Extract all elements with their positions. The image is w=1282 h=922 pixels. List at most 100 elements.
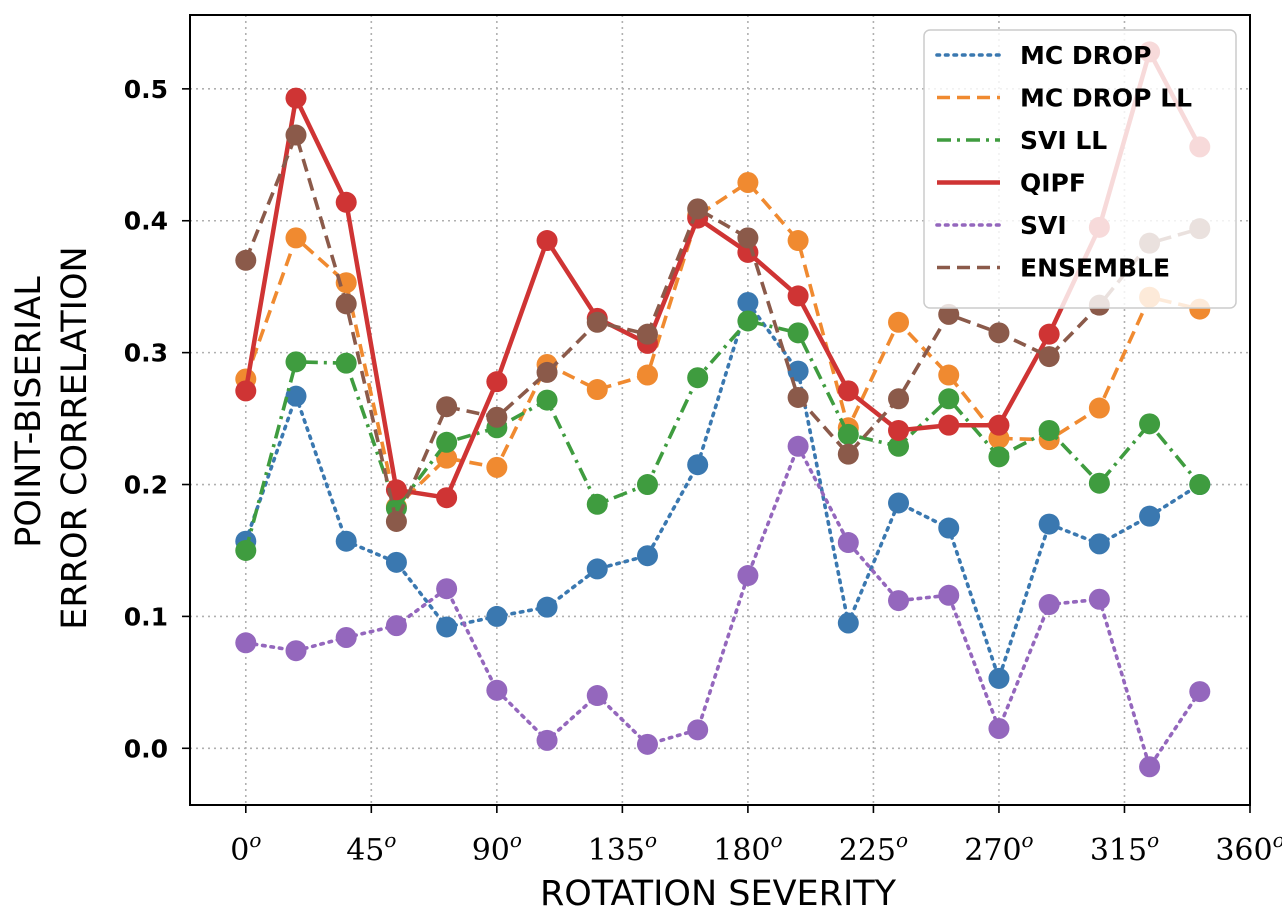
data-point (1038, 594, 1060, 616)
data-point (787, 435, 809, 457)
data-point (586, 493, 608, 515)
legend-box (923, 29, 1237, 309)
data-point (536, 596, 558, 618)
data-point (687, 454, 709, 476)
data-point (687, 198, 709, 220)
y-tick-label: 0.1 (124, 602, 168, 631)
data-point (1088, 533, 1110, 555)
legend-label: SVI (1020, 211, 1067, 240)
data-point (1038, 346, 1060, 368)
data-point (335, 530, 357, 552)
x-tick-label: 225o (839, 828, 908, 868)
data-point (787, 386, 809, 408)
y-tick-label: 0.4 (124, 207, 168, 236)
data-point (235, 539, 257, 561)
data-point (888, 435, 910, 457)
data-point (536, 729, 558, 751)
data-point (636, 474, 658, 496)
y-axis-label-line-2: ERROR CORRELATION (55, 246, 95, 629)
data-point (285, 351, 307, 373)
data-point (1038, 419, 1060, 441)
y-tick-label: 0.2 (124, 471, 168, 500)
data-point (888, 419, 910, 441)
legend-label: MC DROP (1020, 41, 1152, 70)
data-point (636, 733, 658, 755)
data-point (285, 227, 307, 249)
data-point (1139, 413, 1161, 435)
data-point (1189, 681, 1211, 703)
data-point (436, 447, 458, 469)
data-point (988, 414, 1010, 436)
series-ensemble (235, 124, 1211, 532)
legend-label: ENSEMBLE (1020, 254, 1170, 283)
y-axis-label-line-1: POINT-BISERIAL (9, 276, 49, 548)
data-point (737, 171, 759, 193)
data-point (486, 371, 508, 393)
data-point (436, 396, 458, 418)
data-point (1139, 505, 1161, 527)
data-point (586, 311, 608, 333)
data-point (988, 667, 1010, 689)
degree-superscript: o (1273, 828, 1282, 852)
data-point (335, 352, 357, 374)
data-point (837, 380, 859, 402)
degree-superscript: o (645, 828, 657, 852)
data-point (335, 293, 357, 315)
data-point (737, 310, 759, 332)
data-point (436, 616, 458, 638)
data-point (335, 627, 357, 649)
data-point (737, 227, 759, 249)
data-point (888, 492, 910, 514)
data-point (1139, 756, 1161, 778)
data-point (436, 487, 458, 509)
data-point (536, 389, 558, 411)
data-point (436, 431, 458, 453)
data-point (1088, 472, 1110, 494)
data-point (235, 249, 257, 271)
series-mc-drop (235, 292, 1211, 689)
degree-superscript: o (1022, 828, 1034, 852)
x-tick-label: 135o (588, 828, 657, 868)
data-point (938, 414, 960, 436)
legend-label: SVI LL (1020, 126, 1107, 155)
data-point (837, 612, 859, 634)
data-point (536, 361, 558, 383)
data-point (586, 685, 608, 707)
degree-superscript: o (384, 828, 396, 852)
series-line (244, 300, 1202, 681)
data-point (486, 406, 508, 428)
data-point (737, 565, 759, 587)
data-point (285, 87, 307, 109)
plot-frame (189, 14, 1251, 806)
x-tick-label: 45o (346, 828, 396, 868)
data-point (586, 558, 608, 580)
series-svi (235, 435, 1211, 778)
series-group (235, 41, 1211, 778)
data-point (636, 545, 658, 567)
data-point (988, 718, 1010, 740)
data-point (636, 364, 658, 386)
degree-superscript: o (510, 828, 522, 852)
y-tick-label: 0.5 (124, 75, 168, 104)
data-point (938, 388, 960, 410)
data-point (636, 323, 658, 345)
data-point (687, 719, 709, 741)
data-point (1088, 397, 1110, 419)
data-point (285, 124, 307, 146)
data-point (737, 292, 759, 314)
data-point (737, 241, 759, 263)
data-point (486, 456, 508, 478)
data-point (1038, 323, 1060, 345)
degree-superscript: o (771, 828, 783, 852)
data-point (235, 632, 257, 654)
data-point (787, 322, 809, 344)
data-point (787, 360, 809, 382)
data-point (938, 364, 960, 386)
data-point (1038, 513, 1060, 535)
degree-superscript: o (249, 828, 261, 852)
data-point (787, 230, 809, 252)
data-point (938, 517, 960, 539)
data-point (235, 380, 257, 402)
data-point (586, 379, 608, 401)
